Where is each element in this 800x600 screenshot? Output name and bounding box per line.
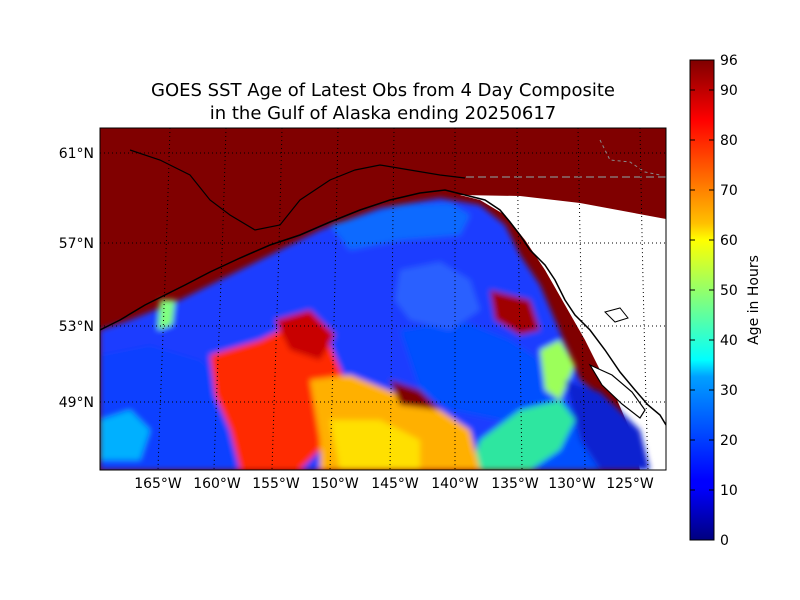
map-title-line2: in the Gulf of Alaska ending 20250617	[209, 103, 557, 124]
lat-label: 53°N	[59, 319, 94, 335]
colorbar-tick-label: 30	[720, 383, 738, 399]
lat-label: 57°N	[59, 236, 94, 252]
map-area	[100, 128, 666, 470]
map-frame	[99, 127, 667, 471]
territory-border	[599, 139, 661, 176]
lat-label: 49°N	[59, 395, 94, 411]
colorbar-tick-label: 20	[720, 433, 738, 449]
colorbar-tick-label: 10	[720, 483, 738, 499]
inland-coast	[129, 149, 466, 231]
lon-label: 130°W	[548, 476, 596, 492]
graticule	[100, 128, 666, 470]
colorbar-tick-label: 70	[720, 183, 738, 199]
colorbar-tick-label: 0	[720, 533, 729, 549]
coastline	[100, 189, 666, 426]
colorbar-tick-label: 80	[720, 133, 738, 149]
no-data-region	[460, 195, 666, 470]
lon-label: 165°W	[134, 476, 182, 492]
colorbar-label: Age in Hours	[746, 255, 762, 345]
colorbar-tick-label: 96	[720, 53, 738, 69]
colorbar	[689, 59, 715, 541]
map-title-line1: GOES SST Age of Latest Obs from 4 Day Co…	[151, 80, 615, 101]
colorbar-tick-label: 60	[720, 233, 738, 249]
lon-label: 160°W	[193, 476, 241, 492]
haida-gwaii	[604, 307, 629, 323]
lon-label: 140°W	[431, 476, 479, 492]
lon-label: 135°W	[491, 476, 539, 492]
lon-label: 150°W	[311, 476, 359, 492]
lon-label: 125°W	[606, 476, 654, 492]
colorbar-ticks: 96 90 80 70 60 50 40 30 20 10 0	[690, 53, 738, 549]
lat-label: 61°N	[59, 146, 94, 162]
colorbar-tick-label: 90	[720, 83, 738, 99]
lon-label: 155°W	[252, 476, 300, 492]
colorbar-tick-label: 50	[720, 283, 738, 299]
lon-label: 145°W	[371, 476, 419, 492]
colorbar-tick-label: 40	[720, 333, 738, 349]
vancouver-island	[588, 363, 646, 419]
